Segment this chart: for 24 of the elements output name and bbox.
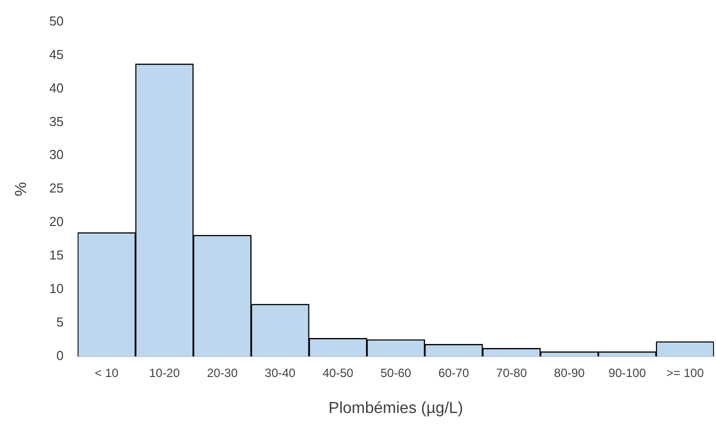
- y-tick-label: 5: [56, 314, 64, 330]
- y-tick-label: 10: [49, 281, 64, 296]
- x-tick-label: 40-50: [322, 366, 354, 380]
- x-tick-label: 80-90: [554, 366, 586, 380]
- x-axis-title: Plombémies (µg/L): [328, 400, 464, 417]
- x-tick-label: 20-30: [206, 366, 238, 380]
- y-tick-label: 25: [49, 180, 64, 196]
- x-tick-label: 90-100: [608, 366, 646, 380]
- x-tick-label: >= 100: [666, 366, 704, 380]
- x-tick-label: 60-70: [438, 366, 470, 380]
- y-tick-label: 45: [49, 46, 64, 62]
- x-tick-label: 50-60: [380, 366, 412, 380]
- y-tick-label: 30: [49, 147, 64, 162]
- y-tick-label: 50: [49, 13, 64, 28]
- y-tick-label: 15: [49, 248, 64, 263]
- x-tick-label: < 10: [94, 366, 119, 380]
- y-tick-label: 0: [56, 348, 64, 363]
- x-tick-label: 70-80: [496, 366, 528, 380]
- y-tick-label: 20: [49, 214, 64, 230]
- y-axis-title: %: [13, 182, 30, 196]
- x-tick-label: 10-20: [149, 366, 180, 380]
- x-tick-label: 30-40: [264, 366, 296, 380]
- y-tick-label: 35: [49, 114, 64, 129]
- y-tick-label: 40: [49, 80, 64, 96]
